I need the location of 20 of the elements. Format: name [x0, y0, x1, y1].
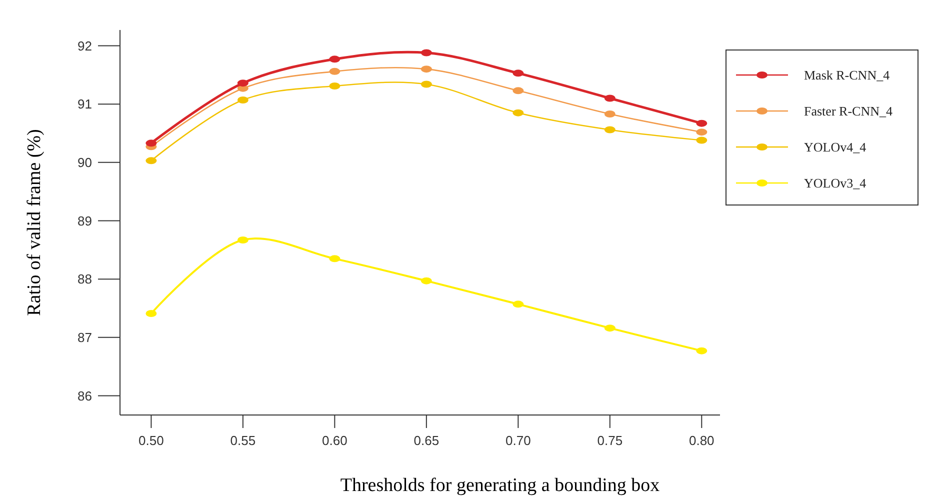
y-tick-label: 89 [78, 213, 92, 228]
x-tick-label: 0.60 [322, 433, 348, 448]
x-tick-label: 0.65 [414, 433, 440, 448]
y-tick-label: 88 [78, 272, 92, 287]
legend-label: YOLOv3_4 [804, 176, 867, 191]
x-tick-label: 0.75 [597, 433, 623, 448]
x-axis-title: Thresholds for generating a bounding box [340, 475, 660, 496]
x-tick-label: 0.50 [138, 433, 164, 448]
y-tick-label: 91 [78, 96, 92, 112]
x-tick-label: 0.55 [230, 433, 256, 448]
legend-label: Mask R-CNN_4 [804, 68, 890, 83]
y-tick-label: 87 [78, 330, 92, 345]
legend-label: Faster R-CNN_4 [804, 104, 893, 119]
legend-label: YOLOv4_4 [804, 140, 867, 155]
y-tick-label: 92 [78, 38, 92, 54]
y-axis-title: Ratio of valid frame (%) [24, 129, 45, 316]
y-tick-label: 90 [78, 154, 92, 170]
x-tick-label: 0.70 [506, 433, 531, 448]
x-tick-label: 0.80 [688, 433, 714, 448]
y-tick-label: 86 [78, 388, 92, 404]
